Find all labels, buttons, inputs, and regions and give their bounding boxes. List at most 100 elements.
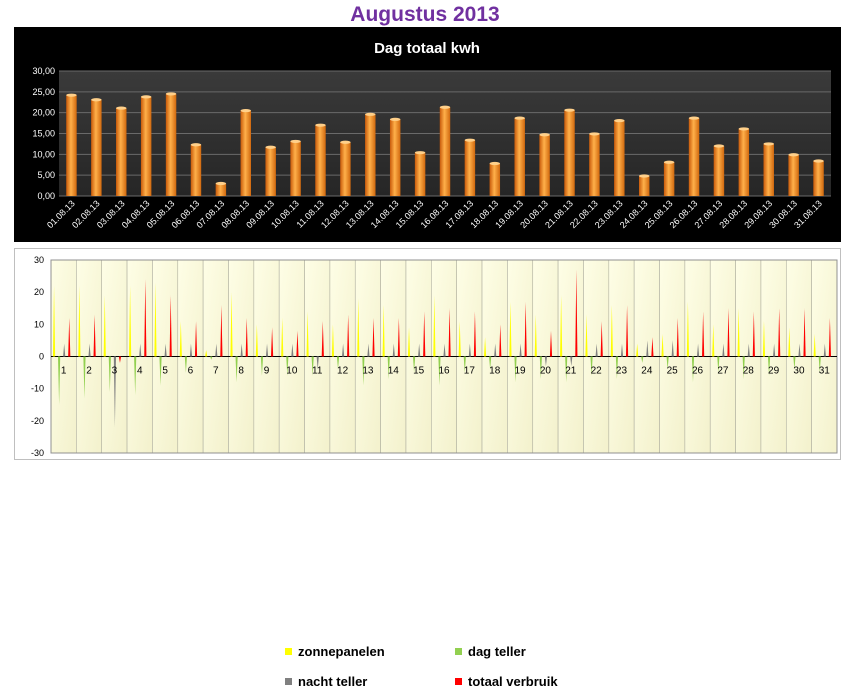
bar-nacht-teller [316, 356, 319, 370]
bar-totaal-verbruik [600, 321, 603, 357]
bar-nacht-teller [570, 356, 573, 367]
y-tick-label: 5,00 [37, 170, 55, 180]
bar-totaal-verbruik [727, 308, 730, 357]
bar [190, 144, 202, 196]
bar-totaal-verbruik [752, 311, 755, 357]
legend-item-totaal-verbruik: totaal verbruik [455, 674, 558, 689]
bar-zonnepanelen [712, 324, 715, 357]
bar [265, 147, 276, 196]
bar-dag-teller [412, 356, 416, 373]
bar-top [66, 93, 77, 97]
bar-dag-teller [539, 356, 542, 380]
x-tick-label: 5 [162, 366, 168, 377]
bar [439, 107, 451, 196]
bar-dag-teller [108, 356, 111, 392]
bar-totaal-verbruik [803, 308, 806, 357]
bar-nacht-teller [773, 343, 776, 357]
bar-nacht-teller [139, 343, 142, 357]
bar-nacht-teller [519, 343, 522, 357]
bar-nacht-teller [418, 343, 421, 357]
legend-swatch [455, 648, 462, 655]
x-tick-label: 14 [388, 366, 400, 377]
x-tick-label: 8 [238, 366, 244, 377]
bar-zonnepanelen [129, 285, 132, 357]
x-tick-label: 13 [362, 366, 374, 377]
y-tick-label: -30 [31, 448, 44, 458]
bar-totaal-verbruik [321, 321, 324, 357]
x-tick-label: 7 [213, 366, 219, 377]
bar-zonnepanelen [306, 311, 309, 357]
bar-dag-teller [235, 356, 238, 383]
page-title: Augustus 2013 [350, 3, 500, 26]
bar-top [165, 92, 177, 96]
legend-swatch [285, 648, 292, 655]
y-tick-label: 30 [34, 255, 44, 265]
bar [315, 125, 326, 196]
bar-totaal-verbruik [270, 327, 274, 357]
legend-item-zonnepanelen: zonnepanelen [285, 644, 385, 659]
bar-dag-teller [666, 356, 669, 370]
bar-top [91, 98, 102, 102]
daily-total-kwh-chart: Dag totaal kwh 0,00 5,00 10,00 15,00 20,00 25,… [14, 27, 841, 242]
bar [389, 119, 401, 196]
bar-totaal-verbruik [397, 317, 400, 357]
bar [663, 162, 675, 196]
bar-dag-teller [691, 356, 695, 383]
bar-totaal-verbruik [575, 269, 578, 357]
legend-label: zonnepanelen [298, 644, 385, 659]
bar [66, 95, 77, 196]
bar-nacht-teller [113, 356, 116, 428]
bar-nacht-teller [291, 343, 294, 357]
bar-dag-teller [742, 356, 745, 380]
bar-nacht-teller [240, 343, 243, 357]
bar-nacht-teller [215, 343, 218, 357]
bar-top [240, 108, 252, 113]
bar-top [190, 143, 202, 147]
bar-top [638, 174, 650, 178]
bar-totaal-verbruik [220, 305, 223, 357]
x-tick-label: 23 [616, 366, 628, 377]
bar-top [614, 118, 625, 123]
bar [539, 134, 550, 196]
x-tick-label: 15 [413, 366, 425, 377]
y-tick-label: 20 [34, 287, 44, 297]
bar-top [738, 127, 750, 131]
bar-nacht-teller [164, 343, 167, 357]
x-tick-label: 26 [692, 366, 704, 377]
bar [414, 152, 426, 196]
bar-dag-teller [336, 356, 340, 370]
bar-top [290, 139, 301, 144]
bar-zonnepanelen [813, 333, 816, 357]
bar [116, 108, 127, 196]
y-tick-label: 0,00 [37, 191, 55, 201]
bar-totaal-verbruik [676, 317, 679, 357]
bar-dag-teller [463, 356, 466, 373]
bar-zonnepanelen [636, 343, 639, 357]
x-tick-label: 6 [188, 366, 194, 377]
bar-nacht-teller [646, 340, 649, 357]
bar-totaal-verbruik [625, 305, 629, 357]
legend-label: dag teller [468, 644, 526, 659]
bar-zonnepanelen [230, 292, 233, 357]
bar-totaal-verbruik [778, 308, 781, 357]
bar-nacht-teller [392, 343, 395, 357]
y-tick-label: -10 [31, 384, 44, 394]
bar-nacht-teller [544, 356, 548, 367]
x-tick-label: 17 [464, 366, 476, 377]
chart-legend: zonnepanelen dag teller nacht teller totaal… [285, 644, 615, 694]
bar [688, 118, 700, 196]
bar [215, 183, 227, 196]
bar-top [713, 144, 725, 148]
bar-totaal-verbruik [296, 330, 299, 357]
bar-top [514, 116, 525, 120]
bar-nacht-teller [620, 343, 624, 357]
bar-dag-teller [767, 356, 771, 376]
bar-top [489, 161, 501, 166]
bar-dag-teller [387, 356, 390, 380]
bar-nacht-teller [747, 343, 750, 357]
bar-totaal-verbruik [372, 317, 375, 357]
bar-top [215, 181, 227, 186]
bar-top [763, 142, 774, 146]
x-tick-label: 1 [61, 366, 67, 377]
x-tick-label: 4 [137, 366, 143, 377]
